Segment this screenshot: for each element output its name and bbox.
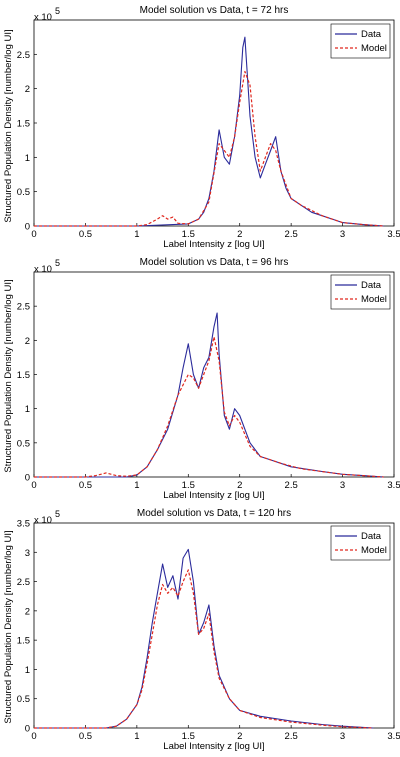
y-exponent: 5 bbox=[55, 509, 60, 519]
legend: Data Model bbox=[330, 525, 391, 561]
y-tick-label: 0 bbox=[25, 724, 30, 735]
y-tick-label: 2.5 bbox=[17, 302, 30, 313]
plot-area bbox=[33, 522, 395, 729]
x-tick-label: 0.5 bbox=[79, 229, 92, 240]
y-tick-label: 2 bbox=[25, 336, 30, 347]
y-multiplier: x 10 bbox=[34, 12, 52, 23]
x-tick-label: 0 bbox=[31, 480, 36, 491]
legend-label-model: Model bbox=[361, 294, 387, 305]
x-tick-label: 1.5 bbox=[182, 480, 195, 491]
y-tick-label: 1.5 bbox=[17, 636, 30, 647]
x-tick-label: 1 bbox=[134, 731, 139, 742]
y-tick-label: 0.5 bbox=[17, 438, 30, 449]
chart-title: Model solution vs Data, t = 120 hrs bbox=[137, 508, 291, 519]
legend-label-model: Model bbox=[361, 545, 387, 556]
x-tick-label: 0.5 bbox=[79, 731, 92, 742]
x-ticks: 0 0.5 1 1.5 2 2.5 3 3.5 bbox=[31, 725, 400, 742]
x-tick-label: 3.5 bbox=[387, 229, 400, 240]
y-tick-label: 1 bbox=[25, 153, 30, 164]
x-tick-label: 1.5 bbox=[182, 731, 195, 742]
y-tick-label: 2.5 bbox=[17, 577, 30, 588]
series-line-data bbox=[34, 36, 384, 227]
x-axis-label: Label Intensity z [log UI] bbox=[163, 490, 264, 501]
x-tick-label: 0.5 bbox=[79, 480, 92, 491]
y-tick-label: 1.5 bbox=[17, 119, 30, 130]
x-axis-label: Label Intensity z [log UI] bbox=[163, 741, 264, 752]
y-ticks: 0 0.5 1 1.5 2 2.5 3 3.5 bbox=[17, 519, 37, 735]
x-tick-label: 2.5 bbox=[285, 229, 298, 240]
y-tick-label: 1.5 bbox=[17, 370, 30, 381]
y-axis-label: Structured Population Density [number/lo… bbox=[3, 29, 14, 222]
x-ticks: 0 0.5 1 1.5 2 2.5 3 3.5 bbox=[31, 223, 400, 240]
x-tick-label: 3.5 bbox=[387, 480, 400, 491]
x-tick-label: 1.5 bbox=[182, 229, 195, 240]
series-line-data bbox=[34, 312, 384, 478]
y-axis-label: Structured Population Density [number/lo… bbox=[3, 279, 14, 472]
y-tick-label: 0.5 bbox=[17, 187, 30, 198]
legend-box bbox=[330, 274, 391, 310]
x-tick-label: 1 bbox=[134, 229, 139, 240]
legend: Data Model bbox=[330, 274, 391, 310]
y-tick-label: 0.5 bbox=[17, 694, 30, 705]
chart-panel-1: Model solution vs Data, t = 72 hrs x 10 … bbox=[3, 5, 400, 250]
x-tick-label: 2 bbox=[237, 229, 242, 240]
series-line-model bbox=[34, 70, 384, 227]
y-exponent: 5 bbox=[55, 258, 60, 268]
x-axis-label: Label Intensity z [log UI] bbox=[163, 239, 264, 250]
x-tick-label: 1 bbox=[134, 480, 139, 491]
x-tick-label: 3 bbox=[340, 480, 345, 491]
series-line-model bbox=[34, 569, 374, 729]
chart-title: Model solution vs Data, t = 96 hrs bbox=[140, 257, 289, 268]
x-tick-label: 0 bbox=[31, 229, 36, 240]
legend-box bbox=[330, 23, 391, 59]
series-lines bbox=[34, 36, 384, 227]
legend-label-model: Model bbox=[361, 43, 387, 54]
x-tick-label: 2.5 bbox=[285, 480, 298, 491]
y-tick-label: 0 bbox=[25, 222, 30, 233]
series-lines bbox=[34, 548, 374, 729]
series-lines bbox=[34, 312, 384, 478]
legend: Data Model bbox=[330, 23, 391, 59]
y-multiplier: x 10 bbox=[34, 264, 52, 275]
x-ticks: 0 0.5 1 1.5 2 2.5 3 3.5 bbox=[31, 474, 400, 491]
y-multiplier: x 10 bbox=[34, 515, 52, 526]
chart-title: Model solution vs Data, t = 72 hrs bbox=[140, 5, 289, 16]
x-tick-label: 2 bbox=[237, 480, 242, 491]
x-tick-label: 3.5 bbox=[387, 731, 400, 742]
y-tick-label: 2 bbox=[25, 606, 30, 617]
legend-box bbox=[330, 525, 391, 561]
y-tick-label: 1 bbox=[25, 665, 30, 676]
y-axis-label: Structured Population Density [number/lo… bbox=[3, 530, 14, 723]
y-tick-label: 2.5 bbox=[17, 50, 30, 61]
x-tick-label: 0 bbox=[31, 731, 36, 742]
x-tick-label: 2.5 bbox=[285, 731, 298, 742]
y-tick-label: 2 bbox=[25, 84, 30, 95]
x-tick-label: 2 bbox=[237, 731, 242, 742]
x-tick-label: 3 bbox=[340, 731, 345, 742]
y-exponent: 5 bbox=[55, 6, 60, 16]
x-tick-label: 3 bbox=[340, 229, 345, 240]
y-tick-label: 3 bbox=[25, 548, 30, 559]
series-line-data bbox=[34, 548, 374, 729]
legend-label-data: Data bbox=[361, 531, 382, 542]
legend-label-data: Data bbox=[361, 280, 382, 291]
y-tick-label: 0 bbox=[25, 473, 30, 484]
chart-panel-3: Model solution vs Data, t = 120 hrs x 10… bbox=[3, 508, 400, 752]
legend-label-data: Data bbox=[361, 29, 382, 40]
y-tick-label: 3.5 bbox=[17, 519, 30, 530]
chart-panel-2: Model solution vs Data, t = 96 hrs x 10 … bbox=[3, 257, 400, 501]
y-tick-label: 1 bbox=[25, 404, 30, 415]
